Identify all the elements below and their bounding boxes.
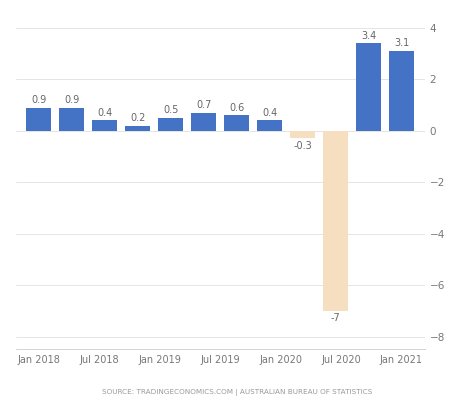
Text: SOURCE: TRADINGECONOMICS.COM | AUSTRALIAN BUREAU OF STATISTICS: SOURCE: TRADINGECONOMICS.COM | AUSTRALIA…	[102, 389, 372, 396]
Text: 0.6: 0.6	[229, 103, 244, 113]
Text: 0.9: 0.9	[31, 95, 46, 105]
Bar	[191, 113, 216, 131]
Bar	[224, 115, 249, 131]
Text: 3.1: 3.1	[394, 38, 409, 48]
Text: 0.9: 0.9	[64, 95, 79, 105]
Text: 3.4: 3.4	[361, 31, 376, 41]
Bar	[125, 126, 150, 131]
Text: -0.3: -0.3	[293, 141, 312, 151]
Bar	[59, 108, 84, 131]
Text: 0.7: 0.7	[196, 100, 211, 110]
Bar	[92, 120, 117, 131]
Text: 0.2: 0.2	[130, 113, 146, 123]
Bar	[356, 43, 381, 131]
Text: 0.5: 0.5	[163, 105, 178, 115]
Bar	[323, 131, 348, 311]
Text: 0.4: 0.4	[262, 108, 277, 118]
Text: 0.4: 0.4	[97, 108, 112, 118]
Bar	[27, 108, 51, 131]
Bar	[290, 131, 315, 138]
Bar	[257, 120, 282, 131]
Bar	[158, 118, 183, 131]
Text: -7: -7	[331, 314, 340, 324]
Bar	[389, 51, 414, 131]
